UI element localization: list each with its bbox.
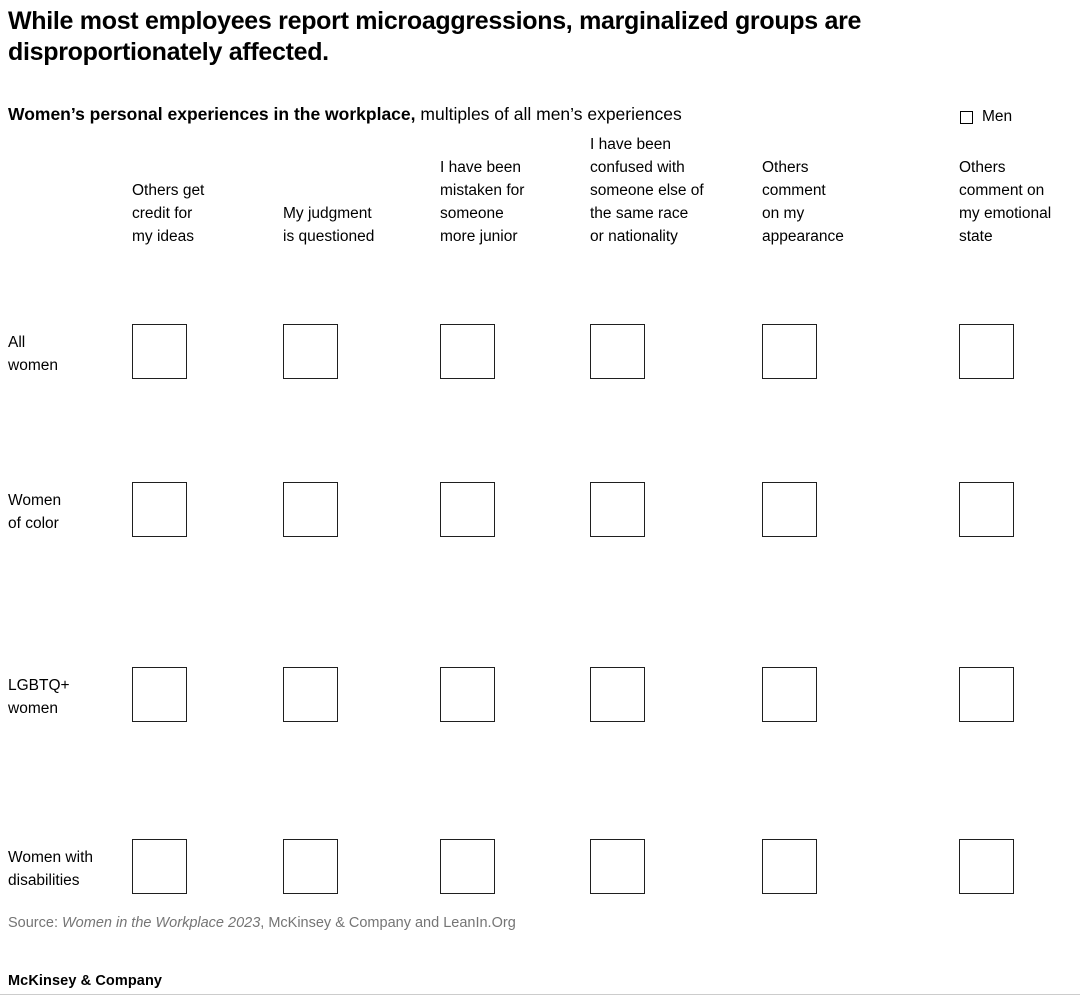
row-label-line: Women <box>8 492 62 509</box>
men-baseline-square <box>132 324 187 379</box>
source-suffix: , McKinsey & Company and LeanIn.Org <box>260 915 516 931</box>
men-legend-label: Men <box>982 108 1013 125</box>
men-baseline-square <box>283 839 338 894</box>
column-header-line: or nationality <box>590 228 678 245</box>
mckinsey-wordmark: McKinsey & Company <box>8 973 163 989</box>
men-baseline-square <box>959 482 1014 537</box>
men-legend-swatch-icon <box>960 110 973 124</box>
row-label-line: All <box>8 334 26 351</box>
men-baseline-square <box>440 482 495 537</box>
men-baseline-square <box>440 324 495 379</box>
column-header-line: Others <box>959 159 1006 176</box>
column-header-line: mistaken for <box>440 182 525 199</box>
column-header-line: Others get <box>132 182 205 199</box>
row-label: Women with disabilities <box>8 846 93 892</box>
men-baseline-square <box>283 667 338 722</box>
men-baseline-square <box>590 482 645 537</box>
exhibit-title: While most employees report microaggress… <box>8 6 861 68</box>
column-header: Others get credit for my ideas <box>132 179 204 248</box>
men-baseline-square <box>590 667 645 722</box>
column-header-line: the same race <box>590 205 689 222</box>
legend-men[interactable]: Men <box>960 107 1012 127</box>
column-header-line: I have been <box>440 159 522 176</box>
men-baseline-square <box>590 324 645 379</box>
column-header-line: someone else of <box>590 182 704 199</box>
men-baseline-square <box>590 839 645 894</box>
exhibit-title-line: disproportionately affected. <box>8 38 329 66</box>
column-header: Others comment on my appearance <box>762 156 844 248</box>
men-baseline-square <box>132 667 187 722</box>
men-baseline-square <box>959 324 1014 379</box>
chart-subtitle-rest: multiples of all men’s experiences <box>415 104 682 124</box>
row-label: LGBTQ+ women <box>8 674 70 720</box>
men-baseline-square <box>762 667 817 722</box>
column-header-line: comment <box>762 182 826 199</box>
row-label-line: disabilities <box>8 872 80 889</box>
men-baseline-square <box>762 324 817 379</box>
column-header-line: my emotional <box>959 205 1052 222</box>
column-header-line: state <box>959 228 993 245</box>
men-baseline-square <box>283 324 338 379</box>
row-label: Women of color <box>8 489 61 535</box>
column-header-line: Others <box>762 159 809 176</box>
row-label: All women <box>8 331 58 377</box>
column-header-line: confused with <box>590 159 685 176</box>
column-header-line: more junior <box>440 228 518 245</box>
row-label-line: LGBTQ+ <box>8 677 70 694</box>
column-header-line: comment on <box>959 182 1045 199</box>
source-note: Source: Women in the Workplace 2023, McK… <box>8 914 516 933</box>
men-baseline-square <box>132 482 187 537</box>
men-baseline-square <box>762 482 817 537</box>
column-header-line: is questioned <box>283 228 375 245</box>
column-header: My judgment is questioned <box>283 202 374 248</box>
men-baseline-square <box>959 667 1014 722</box>
row-label-line: women <box>8 700 58 717</box>
source-prefix: Source: <box>8 915 62 931</box>
column-header-line: credit for <box>132 205 193 222</box>
column-header: I have been confused with someone else of t… <box>590 133 704 248</box>
row-label-line: of color <box>8 515 59 532</box>
row-label-line: women <box>8 357 58 374</box>
column-header-line: My judgment <box>283 205 372 222</box>
men-baseline-square <box>762 839 817 894</box>
men-baseline-square <box>283 482 338 537</box>
chart-subtitle: Women’s personal experiences in the work… <box>8 103 682 125</box>
column-header-line: I have been <box>590 136 672 153</box>
men-baseline-square <box>440 839 495 894</box>
column-header: I have been mistaken for someone more junio… <box>440 156 524 248</box>
column-header: Others comment on my emotional state <box>959 156 1051 248</box>
row-label-line: Women with <box>8 849 93 866</box>
men-baseline-square <box>440 667 495 722</box>
men-baseline-square <box>132 839 187 894</box>
chart-subtitle-bold: Women’s personal experiences in the work… <box>8 104 416 124</box>
source-report-title: Women in the Workplace 2023 <box>62 915 261 931</box>
column-header-line: appearance <box>762 228 844 245</box>
column-header-line: on my <box>762 205 805 222</box>
men-baseline-square <box>959 839 1014 894</box>
column-header-line: my ideas <box>132 228 195 245</box>
column-header-line: someone <box>440 205 504 222</box>
exhibit-title-line: While most employees report microaggress… <box>8 7 862 35</box>
